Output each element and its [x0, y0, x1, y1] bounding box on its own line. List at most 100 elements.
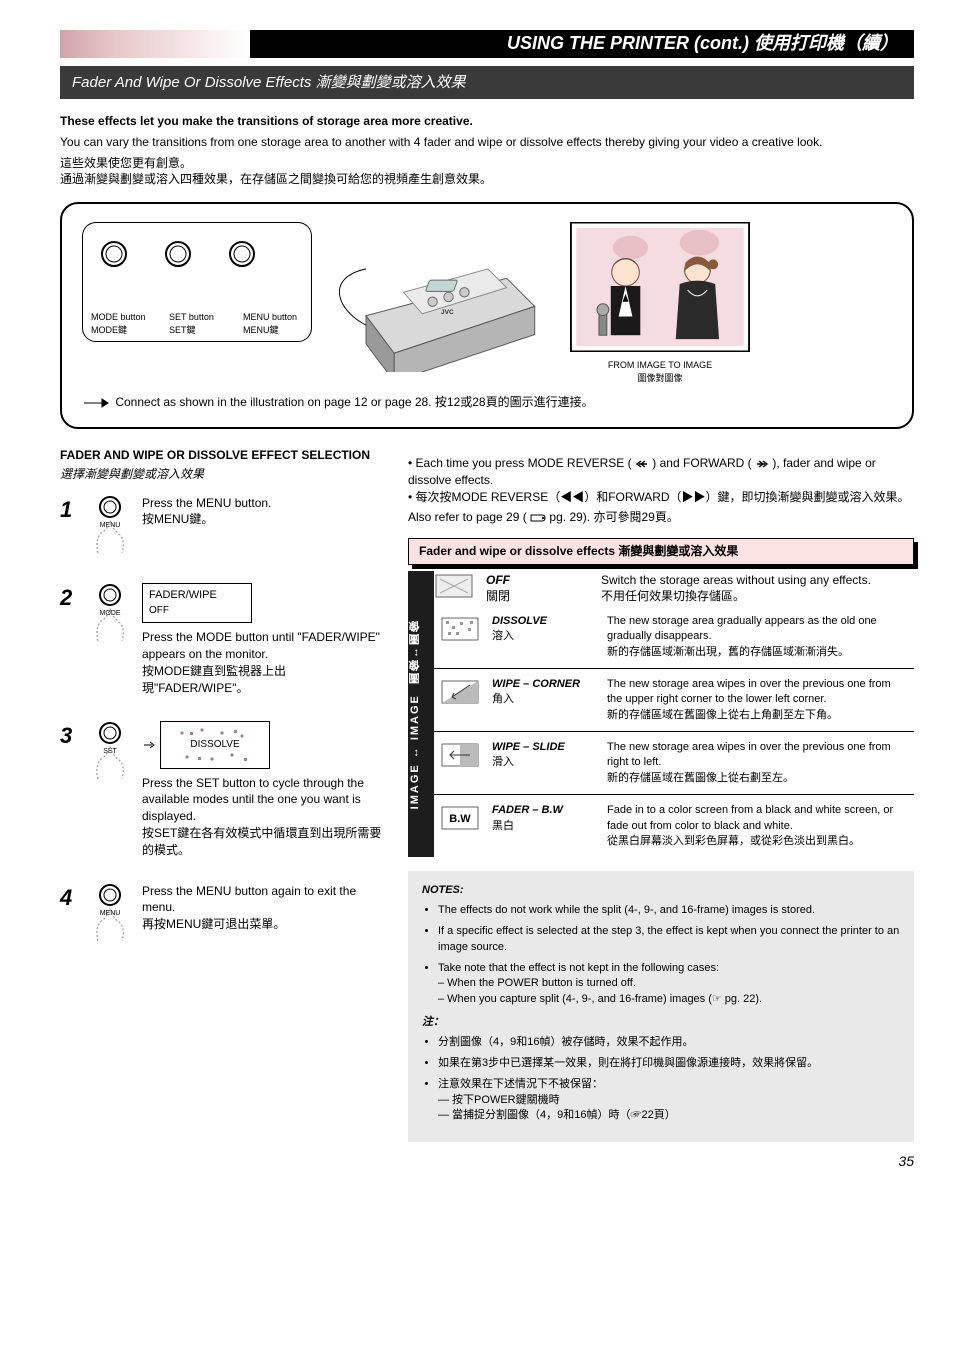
reverse-icon — [635, 459, 649, 469]
step3-text-en: Press the SET button to cycle through th… — [142, 775, 390, 825]
effects-sidebar: IMAGE ↔ IMAGE 圖像↔圖像 — [408, 571, 434, 857]
right-arrow-icon — [142, 740, 156, 750]
fx-dissolve-name: DISSOLVE — [492, 615, 547, 627]
press-icon: MODE — [88, 583, 132, 648]
fader-effects-heading: Fader and wipe or dissolve effects 漸變與劃變… — [408, 538, 914, 565]
svg-text:JVC: JVC — [441, 309, 454, 316]
fx-bw-desc-zh: 從黑白屏幕淡入到彩色屏幕，或從彩色淡出到黑白。 — [607, 835, 860, 847]
mode-label-en: MODE button — [91, 312, 146, 322]
menu-label-en: MENU button — [243, 312, 297, 322]
step-4: 4 MENU Press the MENU button again to ex… — [60, 883, 390, 948]
subsection-en: Fader And Wipe Or Dissolve Effects — [72, 74, 311, 91]
fx-corner-desc: The new storage area wipes in over the p… — [607, 678, 891, 705]
subsection-zh: 漸變與劃變或溶入效果 — [316, 74, 466, 91]
fader-box-zh: 漸變與劃變或溶入效果 — [618, 544, 738, 558]
notes-box: NOTES: The effects do not work while the… — [408, 871, 914, 1141]
steps-title-zh: 選擇漸變與劃變或溶入效果 — [60, 466, 390, 483]
fx-off-name: OFF — [486, 573, 510, 587]
menu-label-zh: MENU鍵 — [243, 325, 279, 335]
fx-dissolve-name-zh: 溶入 — [492, 630, 514, 642]
lcd-line1: DISSOLVE — [190, 738, 239, 752]
each-time-note: • Each time you press MODE REVERSE ( ) a… — [408, 455, 914, 526]
step-num: 4 — [60, 883, 78, 914]
intro-text: These effects let you make the transitio… — [60, 113, 914, 188]
svg-text:MENU: MENU — [100, 522, 121, 529]
mode-label-zh: MODE鍵 — [91, 325, 127, 335]
fx-dissolve-desc: The new storage area gradually appears a… — [607, 615, 877, 642]
fx-icon-slide — [434, 732, 486, 795]
fx-bw-name: FADER – B.W — [492, 804, 563, 816]
lcd-line2: OFF — [149, 605, 169, 616]
steps-title-en: FADER AND WIPE OR DISSOLVE EFFECT SELECT… — [60, 447, 390, 464]
intro-bold-en: These effects let you make the transitio… — [60, 113, 914, 130]
press-icon: MENU — [88, 883, 132, 948]
each-time-zh: • 每次按MODE REVERSE（◀◀）和FORWARD（▶▶）鍵，即切換漸變… — [408, 490, 910, 504]
step4-text-en: Press the MENU button again to exit the … — [142, 883, 390, 917]
section-title-en: USING THE PRINTER — [507, 31, 689, 56]
connection-instruction: Connect as shown in the illustration on … — [82, 394, 892, 411]
fx-off-name-zh: 關閉 — [486, 589, 510, 603]
header-banner: USING THE PRINTER (cont.) 使用打印機（續） — [60, 30, 914, 58]
subsection-bar: Fader And Wipe Or Dissolve Effects 漸變與劃變… — [60, 66, 914, 99]
fx-bw-name-zh: 黑白 — [492, 820, 514, 832]
photo-example: FROM IMAGE TO IMAGE 圖像對圖像 — [570, 222, 750, 384]
set-label-zh: SET鍵 — [169, 325, 196, 335]
page-ref-icon — [530, 513, 546, 523]
menu-button-icon — [227, 239, 257, 269]
set-button-icon — [163, 239, 193, 269]
right-column: • Each time you press MODE REVERSE ( ) a… — [408, 447, 914, 1142]
fx-slide-desc-zh: 新的存儲區域在舊圖像上從右劃至左。 — [607, 772, 794, 784]
fx-slide-name: WIPE – SLIDE — [492, 741, 565, 753]
photo-label-zh: 圖像對圖像 — [637, 373, 682, 383]
page-number: 35 — [60, 1152, 914, 1172]
intro-body-en: You can vary the transitions from one st… — [60, 134, 914, 151]
step-1: 1 MENU Press the MENU button. 按MENU鍵。 — [60, 495, 390, 560]
svg-text:MODE: MODE — [100, 610, 121, 617]
lcd-line1: FADER/WIPE — [149, 588, 245, 603]
section-title-zh: 使用打印機（續） — [754, 31, 898, 56]
photo-label-en: FROM IMAGE TO IMAGE — [608, 360, 712, 370]
step2-text-en: Press the MODE button until "FADER/WIPE"… — [142, 629, 390, 663]
mode-button-icon — [99, 239, 129, 269]
note-item-zh: 如果在第3步中已選擇某一效果，則在將打印機與圖像源連接時，效果將保留。 — [438, 1056, 900, 1071]
note-item: Take note that the effect is not kept in… — [438, 961, 900, 1007]
notes-head-zh: 注： — [422, 1016, 444, 1028]
note-item-zh: 分割圖像（4，9和16幀）被存儲時，效果不起作用。 — [438, 1035, 900, 1050]
banner-gradient — [60, 30, 250, 58]
fx-corner-name: WIPE – CORNER — [492, 678, 580, 690]
lcd-display: DISSOLVE — [160, 721, 270, 769]
set-label-en: SET button — [169, 312, 214, 322]
left-column: FADER AND WIPE OR DISSOLVE EFFECT SELECT… — [60, 447, 390, 1142]
fx-off-desc: Switch the storage areas without using a… — [601, 573, 871, 587]
step2-text-zh: 按MODE鍵直到監視器上出現"FADER/WIPE"。 — [142, 663, 390, 697]
each-time-lead: • Each time you press MODE REVERSE ( — [408, 456, 632, 470]
illustration-frame: MODE button MODE鍵 SET button SET鍵 MENU but… — [60, 202, 914, 429]
conn-instr-zh: 按12或28頁的圖示進行連接。 — [435, 395, 594, 409]
step-2: 2 MODE FADER/WIPE OFF Press the MODE but… — [60, 583, 390, 696]
fx-slide-desc: The new storage area wipes in over the p… — [607, 741, 891, 768]
section-title-cont: (cont.) — [694, 31, 749, 56]
press-icon: SET — [88, 721, 132, 786]
fx-dissolve-desc-zh: 新的存儲區域漸漸出現，舊的存儲區域漸漸消失。 — [607, 646, 849, 658]
step4-text-zh: 再按MENU鍵可退出菜單。 — [142, 916, 390, 933]
fx-icon-bw: B.W — [434, 795, 486, 858]
fx-corner-name-zh: 角入 — [492, 693, 514, 705]
printer-device-illustration: JVC — [326, 222, 556, 377]
step-3: 3 SET DISSOLVE — [60, 721, 390, 859]
conn-instr-en: Connect as shown in the illustration on … — [115, 395, 431, 409]
also-refer-en: Also refer to page 29 ( — [408, 510, 527, 524]
fx-bw-desc: Fade in to a color screen from a black a… — [607, 804, 893, 831]
fx-slide-name-zh: 滑入 — [492, 756, 514, 768]
fx-off-desc-zh: 不用任何效果切換存儲區。 — [601, 589, 745, 603]
intro-zh2: 通過漸變與劃變或溶入四種效果，在存儲區之間變換可給您的視頻產生創意效果。 — [60, 171, 914, 188]
fx-icon-off — [434, 571, 486, 606]
step-num: 2 — [60, 583, 78, 614]
svg-text:MENU: MENU — [100, 910, 121, 917]
forward-icon — [755, 459, 769, 469]
lcd-display: FADER/WIPE OFF — [142, 583, 252, 623]
notes-head-en: NOTES: — [422, 884, 464, 896]
note-item: The effects do not work while the split … — [438, 903, 900, 918]
fx-icon-dissolve — [434, 606, 486, 669]
controls-callout: MODE button MODE鍵 SET button SET鍵 MENU but… — [82, 222, 312, 342]
fader-box-en: Fader and wipe or dissolve effects — [419, 544, 615, 558]
